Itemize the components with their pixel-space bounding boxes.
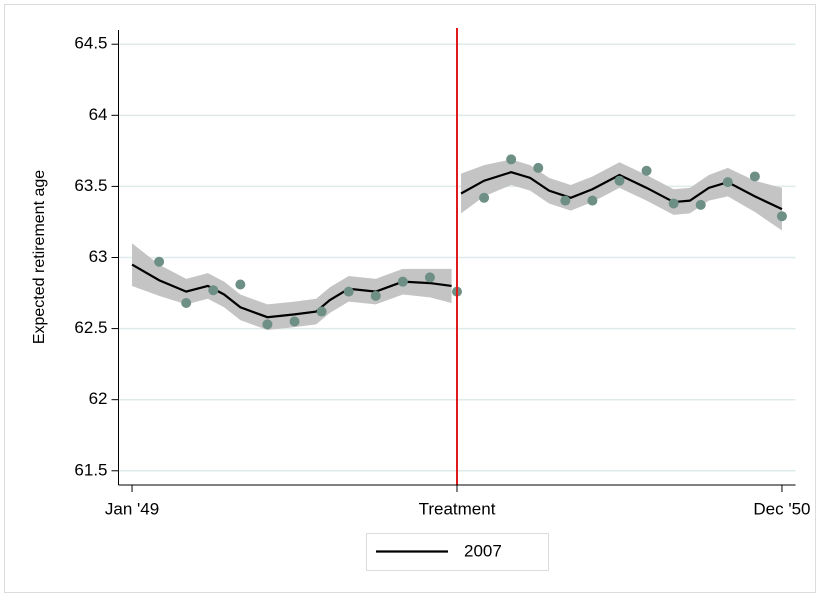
data-point bbox=[668, 198, 679, 209]
data-point bbox=[262, 319, 273, 330]
y-tick-label: 62.5 bbox=[74, 318, 107, 337]
fit-line bbox=[460, 171, 783, 211]
data-point bbox=[289, 316, 300, 327]
fit-line bbox=[131, 263, 452, 319]
x-tick-label: Jan '49 bbox=[105, 499, 159, 518]
x-tick-label: Dec '50 bbox=[753, 499, 810, 518]
data-point bbox=[343, 286, 354, 297]
confidence-band bbox=[461, 159, 782, 231]
x-tick-label: Treatment bbox=[419, 499, 496, 518]
data-point bbox=[370, 290, 381, 301]
data-point bbox=[181, 298, 192, 308]
y-tick-label: 64 bbox=[89, 105, 108, 124]
data-point bbox=[749, 171, 760, 182]
data-point bbox=[560, 195, 571, 206]
data-point bbox=[316, 306, 327, 317]
data-point bbox=[397, 276, 408, 287]
y-tick-label: 63 bbox=[89, 247, 108, 266]
y-axis-label: Expected retirement age bbox=[31, 170, 48, 344]
y-tick-label: 64.5 bbox=[74, 34, 107, 53]
y-tick-label: 62 bbox=[89, 389, 108, 408]
y-tick-label: 63.5 bbox=[74, 176, 107, 195]
data-point bbox=[424, 272, 435, 283]
data-point bbox=[533, 162, 544, 173]
data-point bbox=[695, 199, 706, 210]
data-point bbox=[235, 279, 246, 290]
data-point bbox=[208, 285, 219, 296]
legend-label: 2007 bbox=[464, 541, 502, 560]
data-point bbox=[776, 211, 787, 222]
data-point bbox=[479, 192, 490, 203]
data-point bbox=[587, 195, 598, 206]
frame bbox=[4, 4, 816, 593]
data-point bbox=[614, 175, 625, 186]
data-point bbox=[641, 165, 652, 176]
data-point bbox=[154, 256, 165, 267]
y-tick-label: 61.5 bbox=[74, 460, 107, 479]
data-point bbox=[506, 154, 517, 165]
data-point bbox=[722, 177, 733, 188]
